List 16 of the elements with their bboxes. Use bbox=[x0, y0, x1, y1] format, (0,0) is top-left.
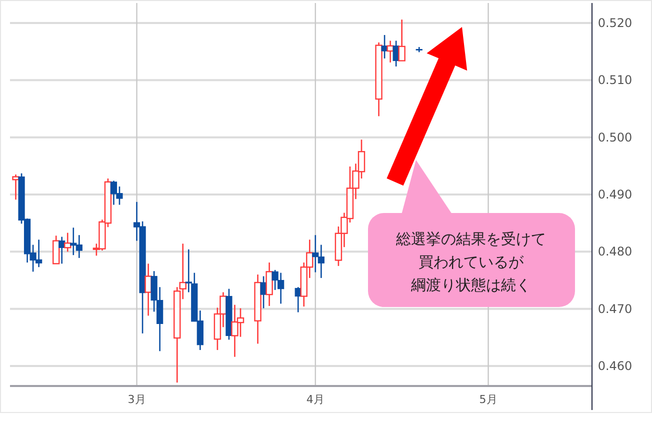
y-tick-label: 0.470 bbox=[598, 302, 632, 316]
y-tick-label: 0.520 bbox=[598, 16, 632, 30]
candlestick bbox=[52, 235, 60, 264]
x-tick-label: 5月 bbox=[479, 393, 498, 406]
y-tick-label: 0.500 bbox=[598, 130, 632, 144]
y-tick-label: 0.460 bbox=[598, 358, 632, 373]
y-tick-label: 0.510 bbox=[598, 73, 632, 88]
candlestick bbox=[64, 232, 72, 252]
annotation: 買われているが bbox=[418, 253, 524, 271]
candlestick bbox=[398, 18, 406, 62]
x-tick-label: 3月 bbox=[128, 393, 146, 406]
x-tick-label: 4月 bbox=[306, 393, 324, 406]
annotation: 綱渡り状態は続く bbox=[410, 276, 531, 294]
y-tick-label: 0.490 bbox=[598, 188, 632, 202]
y-tick-label: 0.480 bbox=[598, 244, 632, 259]
annotation: 総選挙の結果を受けて bbox=[395, 230, 546, 248]
